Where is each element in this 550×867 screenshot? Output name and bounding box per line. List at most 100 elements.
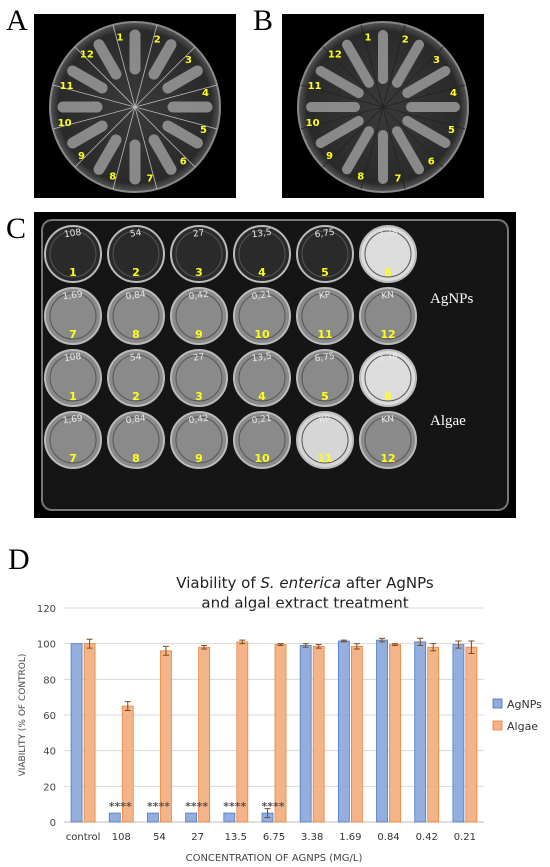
sector-line [134,106,218,130]
bar-agnps [185,812,198,823]
well-number: 7 [69,452,77,465]
chart-title: Viability of S. enterica after AgNPs and… [60,573,550,613]
sector-line [134,106,158,190]
plate-number: 12 [80,49,94,60]
well-inner-rim [175,292,223,340]
bar-algae [465,646,478,823]
x-tick-label: control [66,832,101,843]
plate-number: 7 [146,173,153,184]
well-inner-rim [49,230,97,278]
well [233,411,291,469]
sector-line [52,84,136,108]
plate-number: 5 [200,125,207,136]
well-inner-rim [49,354,97,402]
sector-line [382,84,466,108]
bacterial-streak [392,126,424,175]
well-number: 12 [380,452,395,465]
legend-label: AgNPs [507,698,542,711]
x-tick-label: 13.5 [225,832,247,843]
plate-number: 6 [180,157,187,168]
y-tick-label: 40 [43,747,56,758]
bar-algae [160,650,172,823]
well-handwriting: KP [318,414,331,426]
significance-marker: **** [185,800,208,813]
well-inner-rim [49,292,97,340]
well-handwriting: KN [381,414,395,426]
bacterial-streak [93,134,122,175]
bar-algae [274,644,287,823]
significance-marker: **** [147,800,170,813]
title-line-2: and algal extract treatment [201,594,409,612]
well-number: 7 [69,328,77,341]
x-tick-label: 27 [191,832,204,843]
well [170,411,228,469]
plate-number: 8 [357,171,364,182]
bacterial-streak [315,66,364,98]
well-inner-rim [238,354,286,402]
panel-letter-c: C [6,212,27,245]
plate-number: 3 [185,55,192,66]
bar-algae [121,705,134,823]
bacterial-streak [162,120,203,149]
well-inner-rim [364,292,412,340]
well-number: 9 [195,452,203,465]
sector-line [134,106,196,168]
well-number: 1 [69,266,77,279]
well-number: 1 [69,390,77,403]
well-number: 5 [321,390,329,403]
bacterial-streak [342,126,374,175]
well [44,349,102,407]
well-handwriting: 54 [129,228,142,240]
bacterial-streak [402,116,451,148]
plate-number: 2 [402,35,409,46]
well [107,225,165,283]
sector-line [112,106,136,190]
well-inner-rim [112,230,160,278]
significance-marker: **** [223,800,246,813]
sector-line [360,24,384,108]
well-number: 3 [195,266,203,279]
panel-letter-d: D [8,543,30,576]
well-handwriting: 27 [192,228,205,239]
y-tick-label: 20 [43,782,56,793]
legend-swatch [492,698,503,709]
well-handwriting: 108 [64,352,83,364]
sector-line [134,84,218,108]
well-number: 11 [317,452,332,465]
well-inner-rim [175,354,223,402]
well [359,225,417,283]
sector-line [382,106,444,168]
sector-line [134,24,158,108]
bar-algae [350,645,363,823]
bacterial-streak [67,65,108,94]
sector-line [382,106,406,190]
well-inner-rim [364,230,412,278]
well [359,411,417,469]
plate-number: 7 [394,173,401,184]
sector-line [134,46,196,108]
well-number: 11 [317,328,332,341]
well-inner-rim [238,230,286,278]
well-handwriting: 1,69 [62,414,84,427]
well-number: 2 [132,266,140,279]
well-number: 5 [321,266,329,279]
well-inner-rim [175,230,223,278]
bacterial-streak [67,120,108,149]
well-number: 8 [132,452,140,465]
well-handwriting: 27 [192,352,205,363]
plate-number: 6 [428,157,435,168]
well-handwriting: 1,69 [62,290,84,303]
x-tick-label: 6.75 [263,832,285,843]
bacterial-streak [93,39,122,80]
row-label-agnps: AgNPs [430,291,474,307]
well [233,287,291,345]
sector-line [382,106,466,130]
bacterial-streak [392,39,424,88]
well-number: 10 [254,452,270,465]
well [107,411,165,469]
well-inner-rim [49,416,97,464]
plate-number: 1 [365,33,372,44]
bar-agnps [299,645,312,823]
plate-number: 4 [202,88,209,99]
